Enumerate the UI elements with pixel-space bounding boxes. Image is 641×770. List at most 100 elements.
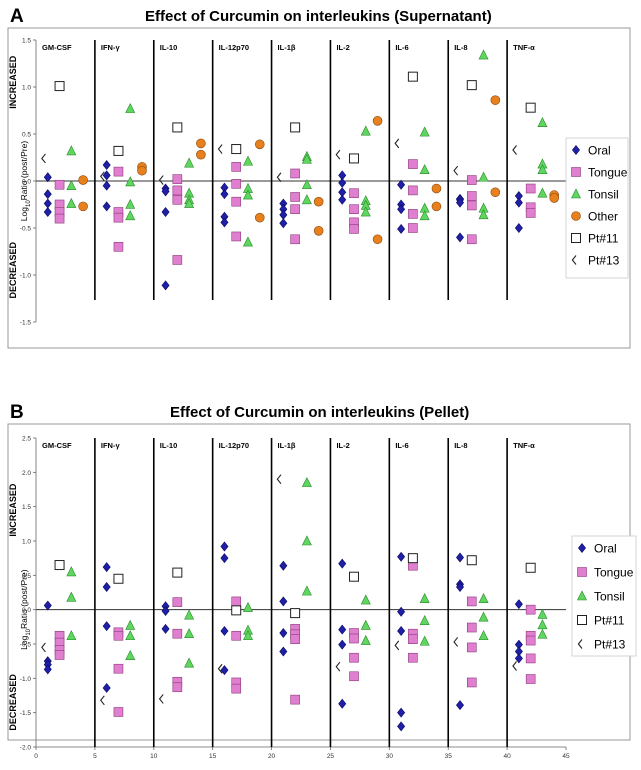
panel-a-point-tonsil xyxy=(419,126,430,137)
panel-b-point-oral xyxy=(102,621,111,632)
panel-b-point-tonsil xyxy=(243,601,253,612)
panel-b-point-tonsil xyxy=(66,591,77,602)
panel-b-title: Effect of Curcumin on interleukins (Pell… xyxy=(170,404,470,421)
panel-b-point-tonsil xyxy=(184,609,195,620)
panel-b-point-tonsil xyxy=(125,630,136,641)
panel-b-point-pt11 xyxy=(113,573,124,584)
panel-a-point-tongue xyxy=(466,234,477,245)
panel-a-point-tonsil xyxy=(184,157,195,168)
panel-b-point-pt11 xyxy=(407,553,418,564)
panel-a-point-tonsil xyxy=(243,236,253,247)
panel-b-point-tongue xyxy=(172,682,183,693)
panel-a-point-tonsil xyxy=(125,102,136,113)
panel-a-point-tongue xyxy=(231,162,242,172)
panel-b-point-oral xyxy=(220,665,229,676)
panel-b-point-tongue xyxy=(525,604,536,615)
panel-a-title: Effect of Curcumin on interleukins (Supe… xyxy=(145,8,492,25)
panel-a-point-oral xyxy=(102,160,111,171)
panel-b-legend-label: Oral xyxy=(594,542,617,556)
panel-a-point-oral xyxy=(397,204,406,215)
panel-b-point-oral xyxy=(338,698,347,709)
panel-a-point-pt13 xyxy=(276,172,282,183)
panel-a-point-oral xyxy=(397,223,406,234)
panel-a-legend-marker xyxy=(571,255,577,265)
panel-a-increased-label: INCREASED xyxy=(8,55,18,109)
panel-a-point-tongue xyxy=(113,212,124,223)
panel-b-point-oral xyxy=(220,625,229,636)
panel-a-point-tongue xyxy=(231,196,242,207)
panel-b-point-tongue xyxy=(466,677,477,688)
panel-a-point-pt11 xyxy=(525,102,536,113)
panel-b-y-tick-label: 0.0 xyxy=(22,607,31,614)
panel-b-point-oral xyxy=(514,653,523,664)
panel-a-point-tongue xyxy=(466,175,477,185)
panel-b-point-oral xyxy=(220,553,229,564)
panel-b-point-tonsil xyxy=(301,476,312,487)
panel-b-point-tonsil xyxy=(537,608,548,619)
panel-b-point-tonsil xyxy=(243,630,253,641)
panel-b-cytokine-label: IFN-γ xyxy=(101,441,121,450)
panel-a-point-pt13 xyxy=(394,138,400,149)
panel-a-point-pt11 xyxy=(349,153,359,164)
panel-b-point-tongue xyxy=(290,694,300,705)
panel-b-point-oral xyxy=(397,721,406,732)
panel-b-y-tick-label: -1.5 xyxy=(20,710,32,717)
panel-a-legend-label: Other xyxy=(588,210,618,224)
panel-a-point-pt11 xyxy=(54,81,65,92)
panel-b-point-tongue xyxy=(172,628,183,639)
panel-a-point-pt13 xyxy=(158,175,164,185)
panel-b-point-tongue xyxy=(349,652,359,663)
panel-b-legend-marker xyxy=(577,590,587,601)
panel-b-x-tick-label: 40 xyxy=(503,753,511,760)
panel-b-point-oral xyxy=(397,707,406,718)
panel-a-point-pt11 xyxy=(231,144,242,155)
panel-a-point-tonsil xyxy=(360,206,371,217)
panel-b-cytokine-label: IL-12p70 xyxy=(219,441,249,450)
panel-a-point-tonsil xyxy=(478,49,489,60)
panel-a-point-tongue xyxy=(172,185,183,196)
panel-a-point-oral xyxy=(102,170,111,181)
panel-b-point-pt11 xyxy=(349,571,359,582)
panel-b-letter: B xyxy=(10,402,24,423)
panel-a-y-tick-label: -0.5 xyxy=(20,226,32,233)
panel-a-point-oral xyxy=(161,186,170,197)
panel-b-y-tick-label: -0.5 xyxy=(20,642,32,649)
panel-a-point-oral xyxy=(43,172,52,183)
panel-b-point-tongue xyxy=(466,596,477,607)
panel-a-point-oral xyxy=(514,197,523,208)
panel-b-point-tonsil xyxy=(419,593,430,603)
panel-b-point-tongue xyxy=(113,630,124,641)
panel-a-y-tick-label: 1.5 xyxy=(22,38,31,45)
panel-b-x-tick-label: 35 xyxy=(445,753,453,760)
panel-a-point-oral xyxy=(161,207,170,218)
panel-b-point-tonsil xyxy=(419,614,430,625)
panel-a-point-tongue xyxy=(172,174,183,184)
panel-a-point-other xyxy=(254,212,265,223)
panel-a-point-oral xyxy=(43,207,52,218)
panel-a-point-tonsil xyxy=(66,145,77,156)
panel-a-point-pt11 xyxy=(113,145,124,156)
panel-a-y-axis-label: Log10Ratio (post/Pre) xyxy=(19,141,32,222)
panel-a-decreased-label: DECREASED xyxy=(8,242,18,299)
panel-a-point-other xyxy=(431,183,442,194)
panel-a-point-pt11 xyxy=(407,71,418,82)
panel-b-point-tonsil xyxy=(478,611,489,622)
panel-b-point-oral xyxy=(338,624,347,635)
panel-a-cytokine-label: GM-CSF xyxy=(42,43,72,52)
panel-b-point-pt13 xyxy=(41,642,46,653)
panel-a-point-tongue xyxy=(290,234,300,245)
panel-b-point-oral xyxy=(456,582,464,592)
panel-b-point-oral xyxy=(102,562,111,573)
panel-b-x-tick-label: 15 xyxy=(209,753,217,760)
panel-a-point-oral xyxy=(220,217,229,228)
panel-b-legend-box xyxy=(571,535,637,657)
panel-a-point-other xyxy=(490,95,501,105)
panel-b-y-tick-label: 0.5 xyxy=(22,573,31,580)
panel-b-point-tonsil xyxy=(184,628,195,639)
panel-a-point-pt13 xyxy=(453,165,459,176)
panel-b-point-tonsil xyxy=(125,650,136,660)
panel-b-point-pt13 xyxy=(217,663,223,674)
panel-b-decreased-label: DECREASED xyxy=(8,674,18,731)
panel-a-point-pt11 xyxy=(172,122,183,133)
